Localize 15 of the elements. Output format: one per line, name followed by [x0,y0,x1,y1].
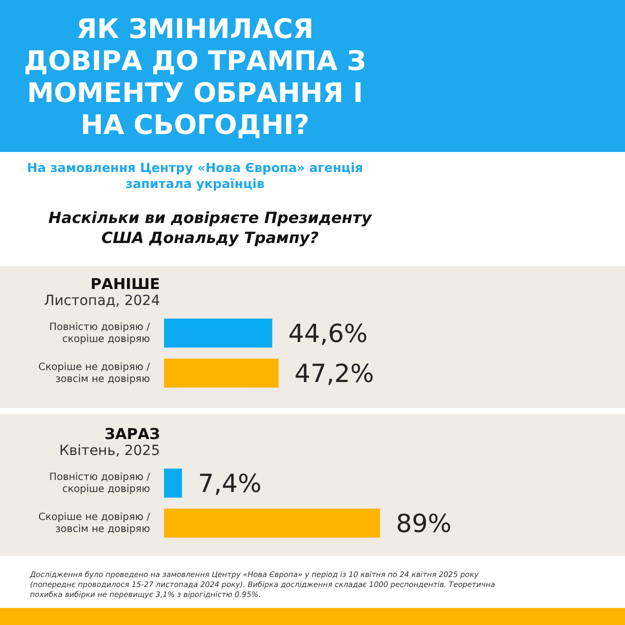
y-tick-label: Скоріше не довіряю / зовсім не довіряю [38,512,151,535]
y-tick-label: Скоріше не довіряю / зовсім не довіряю [38,362,151,385]
y-tick-label: Повністю довіряю / скоріше довіряю [49,472,151,495]
chart-subtitle: Листопад, 2024 [43,293,160,309]
chart-title: РАНІШЕ [89,275,160,293]
text: На замовлення Центру «Нова Європа» агенція запитала українців [26,160,364,192]
data-label: 7,4% [198,469,262,498]
y-tick-label: Повністю довіряю / скоріше довіряю [49,322,151,345]
text: ЯК ЗМІНИЛАСЯ ДОВІРА ДО ТРАМПА З МОМЕНТУ ОБРАННЯ І НА СЬОГОДНІ? [22,14,368,142]
chart-title: ЗАРАЗ [103,425,160,443]
text: Наскільки ви довіряєте Президенту США Дональду Трампу? [47,208,373,248]
data-label: 47,2% [294,359,374,388]
chart-subtitle: Квітень, 2025 [58,443,160,459]
data-label: 89% [396,509,452,538]
data-label: 44,6% [288,319,368,348]
